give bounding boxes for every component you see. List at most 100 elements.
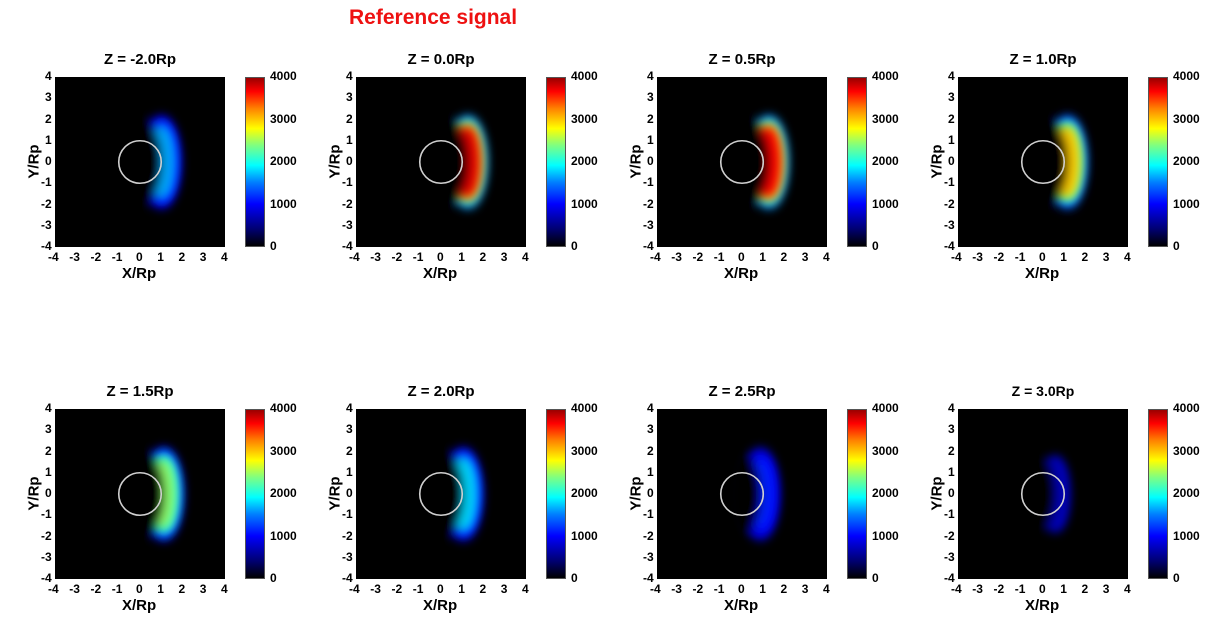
y-tick-label: 1 <box>45 464 52 479</box>
colorbar-tick-label: 4000 <box>872 69 899 83</box>
x-tick-label: 2 <box>780 582 788 596</box>
colorbar-tick-label: 2000 <box>571 154 598 168</box>
x-tick-label: 3 <box>199 582 207 596</box>
planet-circle <box>418 139 464 185</box>
x-axis-label: X/Rp <box>1025 597 1060 614</box>
signal-layer <box>738 458 773 530</box>
y-tick-label: 3 <box>45 422 52 437</box>
signal-layer <box>1045 126 1080 198</box>
x-tick-label: -1 <box>713 250 725 264</box>
y-tick-label: 4 <box>647 401 654 415</box>
x-tick-label: 0 <box>738 250 745 264</box>
y-tick-label: -4 <box>643 571 654 585</box>
y-axis-label: Y/Rp <box>326 144 344 179</box>
y-tick-label: -2 <box>41 528 52 543</box>
planet-circle <box>719 471 765 517</box>
heatmap-svg <box>657 77 827 247</box>
y-tick-label: 1 <box>647 464 654 479</box>
y-tick-label: -1 <box>342 175 353 190</box>
colorbar-tick-label: 0 <box>270 239 277 253</box>
y-tick-label: 2 <box>948 443 955 458</box>
y-tick-label: 2 <box>45 111 52 126</box>
x-tick-label: -3 <box>370 582 381 596</box>
x-tick-label: 2 <box>780 250 788 264</box>
y-tick-label: 1 <box>45 132 52 147</box>
y-tick-label: 4 <box>948 401 955 415</box>
panel-title: Z = 1.0Rp <box>1009 51 1077 68</box>
x-tick-label: -1 <box>412 582 424 596</box>
y-tick-label: 3 <box>647 422 654 437</box>
colorbar-tick-label: 0 <box>872 571 879 585</box>
x-tick-label: -3 <box>370 250 381 264</box>
y-tick-label: 3 <box>45 90 52 105</box>
colorbar-tick-label: 0 <box>571 571 578 585</box>
y-tick-label: -2 <box>944 528 955 543</box>
colorbar <box>245 77 265 247</box>
y-tick-label: 0 <box>647 154 654 168</box>
x-tick-label: 4 <box>221 582 228 596</box>
heatmap-plot <box>958 77 1128 247</box>
colorbar-tick-label: 1000 <box>872 528 899 543</box>
colorbar-tick-label: 2000 <box>872 154 899 168</box>
panel-title: Z = -2.0Rp <box>103 51 177 68</box>
colorbar-tick-label: 1000 <box>872 196 899 211</box>
colorbar-tick-label: 1000 <box>571 196 598 211</box>
x-tick-label: 2 <box>1081 250 1089 264</box>
x-tick-label: 0 <box>136 582 143 596</box>
y-tick-label: 1 <box>948 464 955 479</box>
colorbar-tick-label: 1000 <box>571 528 598 543</box>
panel-title: Z = 0.5Rp <box>708 51 776 68</box>
colorbar-tick-label: 2000 <box>270 154 297 168</box>
y-tick-label: 1 <box>647 132 654 147</box>
x-tick-label: -1 <box>111 250 123 264</box>
colorbar <box>1148 409 1168 579</box>
colorbar-tick-label: 1000 <box>270 528 297 543</box>
x-tick-label: -1 <box>412 250 424 264</box>
colorbar <box>847 409 867 579</box>
x-tick-label: -3 <box>972 250 983 264</box>
colorbar-tick-label: 4000 <box>270 401 297 415</box>
heatmap-plot <box>958 409 1128 579</box>
panel-title: Z = 0.0Rp <box>407 51 475 68</box>
panel-title: Z = 1.5Rp <box>106 383 174 400</box>
y-tick-label: -1 <box>342 507 353 522</box>
x-tick-label: 3 <box>1102 582 1110 596</box>
y-tick-label: 0 <box>948 154 955 168</box>
y-tick-label: -3 <box>643 217 654 232</box>
y-tick-label: -2 <box>342 196 353 211</box>
signal-mask <box>139 129 163 195</box>
y-tick-label: 3 <box>647 90 654 105</box>
figure-title: Reference signal <box>349 6 518 29</box>
y-tick-label: 2 <box>346 111 353 126</box>
y-tick-label: -3 <box>944 217 955 232</box>
signal-layer <box>139 126 174 198</box>
colorbar <box>546 409 566 579</box>
y-tick-label: 1 <box>948 132 955 147</box>
y-tick-label: -1 <box>643 507 654 522</box>
heatmap-plot <box>356 409 526 579</box>
panel-title: Z = 2.5Rp <box>708 383 776 400</box>
x-tick-label: 0 <box>1039 250 1046 264</box>
panel-title: Z = 2.0Rp <box>407 383 475 400</box>
x-tick-label: 3 <box>801 250 809 264</box>
x-tick-label: 2 <box>479 582 487 596</box>
colorbar-tick-label: 3000 <box>1173 443 1200 458</box>
colorbar-tick-label: 3000 <box>270 111 297 126</box>
y-axis-label: Y/Rp <box>25 476 43 511</box>
x-tick-label: 2 <box>479 250 487 264</box>
y-tick-label: 4 <box>647 69 654 83</box>
signal-mask <box>1045 129 1069 195</box>
y-tick-label: 0 <box>647 486 654 500</box>
x-tick-label: 1 <box>458 582 465 596</box>
y-tick-label: -3 <box>643 549 654 564</box>
x-tick-label: 1 <box>458 250 465 264</box>
x-axis-label: X/Rp <box>1025 265 1060 282</box>
y-tick-label: 2 <box>948 111 955 126</box>
x-tick-label: 1 <box>1060 582 1067 596</box>
y-tick-label: 0 <box>948 486 955 500</box>
x-tick-label: 0 <box>437 250 444 264</box>
y-axis-label: Y/Rp <box>627 144 645 179</box>
signal-mask <box>141 461 165 527</box>
signal-mask <box>738 461 762 527</box>
signal-layer <box>141 458 176 530</box>
